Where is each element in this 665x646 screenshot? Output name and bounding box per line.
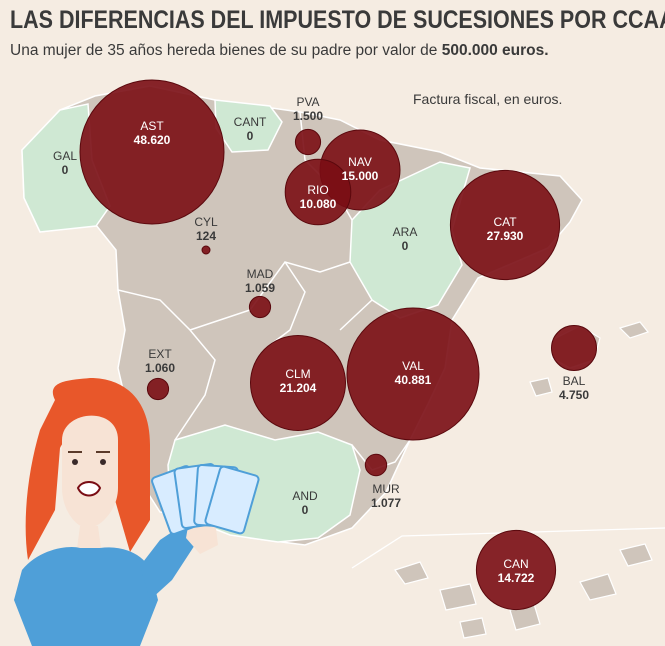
region-value-cant: 0 xyxy=(247,129,254,143)
region-value-and: 0 xyxy=(302,503,309,517)
canary-box xyxy=(351,527,665,569)
woman-eye-right xyxy=(100,459,106,465)
region-value-bal: 4.750 xyxy=(559,388,589,402)
region-value-ara: 0 xyxy=(402,239,409,253)
region-value-mad: 1.059 xyxy=(245,281,275,295)
subtitle: Una mujer de 35 años hereda bienes de su… xyxy=(10,42,549,60)
region-code-rio: RIO xyxy=(307,183,328,197)
region-code-gal: GAL xyxy=(53,149,77,163)
bubble-mur xyxy=(364,453,388,477)
bubble-can xyxy=(475,529,557,611)
region-code-ast: AST xyxy=(140,119,164,133)
region-code-ara: ARA xyxy=(393,225,418,239)
region-code-cant: CANT xyxy=(234,115,267,129)
region-value-cyl: 124 xyxy=(196,229,216,243)
region-code-pva: PVA xyxy=(296,95,319,109)
woman-face xyxy=(62,415,118,528)
region-value-gal: 0 xyxy=(62,163,69,177)
bubble-pva xyxy=(294,128,322,156)
bubble-cyl xyxy=(201,245,211,255)
woman-illustration xyxy=(14,378,260,646)
region-value-ext: 1.060 xyxy=(145,361,175,375)
region-value-mur: 1.077 xyxy=(371,496,401,510)
woman-eye-left xyxy=(72,459,78,465)
subtitle-text: Una mujer de 35 años hereda bienes de su… xyxy=(10,42,442,59)
units-note: Factura fiscal, en euros. xyxy=(413,91,563,107)
canary-islands xyxy=(394,543,653,639)
bubble-mad xyxy=(248,295,272,319)
bubble-cat xyxy=(449,169,561,281)
region-value-nav: 15.000 xyxy=(342,169,379,183)
region-code-and: AND xyxy=(292,489,318,503)
woman-hair xyxy=(25,378,150,560)
subtitle-amount: 500.000 euros. xyxy=(441,42,549,59)
woman-shirt xyxy=(14,547,158,646)
region-value-can: 14.722 xyxy=(498,571,535,585)
woman-arm xyxy=(140,520,202,600)
region-code-cyl: CYL xyxy=(194,215,218,229)
bubble-rio xyxy=(284,158,352,226)
woman-mouth xyxy=(76,481,102,497)
bubble-val xyxy=(346,307,480,441)
bubbles-layer xyxy=(79,79,597,611)
region-code-bal: BAL xyxy=(563,374,586,388)
bubble-bal xyxy=(551,325,597,371)
bubble-ext xyxy=(146,377,170,401)
region-value-pva: 1.500 xyxy=(293,109,323,123)
region-code-mur: MUR xyxy=(372,482,400,496)
region-code-val: VAL xyxy=(402,359,424,373)
region-code-cat: CAT xyxy=(493,215,517,229)
region-value-ast: 48.620 xyxy=(134,133,171,147)
region-code-mad: MAD xyxy=(247,267,274,281)
banknotes-icon xyxy=(151,463,260,535)
bubble-clm xyxy=(250,335,346,431)
region-value-val: 40.881 xyxy=(395,373,432,387)
region-value-rio: 10.080 xyxy=(300,197,337,211)
bubble-ast xyxy=(79,79,225,225)
region-value-clm: 21.204 xyxy=(280,381,317,395)
region-code-ext: EXT xyxy=(148,347,172,361)
region-code-can: CAN xyxy=(503,557,528,571)
region-code-nav: NAV xyxy=(348,155,372,169)
labels-layer: AST48.620CANT0PVA1.500GAL0NAV15.000RIO10… xyxy=(53,95,589,585)
region-code-clm: CLM xyxy=(285,367,310,381)
region-value-cat: 27.930 xyxy=(487,229,524,243)
page-title: LAS DIFERENCIAS DEL IMPUESTO DE SUCESION… xyxy=(10,6,665,34)
